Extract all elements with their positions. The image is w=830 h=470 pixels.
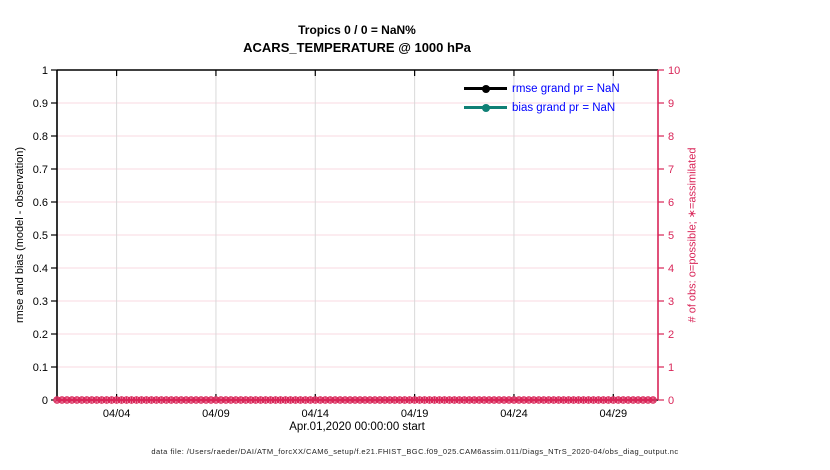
- y-left-tick-label: 0.3: [33, 296, 48, 308]
- x-tick-labels: 04/04 04/09 04/14 04/19 04/24 04/29: [103, 408, 627, 420]
- y-left-tick-label: 0.6: [33, 197, 48, 209]
- y-right-tick-label: 4: [668, 263, 674, 275]
- x-tick-label: 04/09: [202, 408, 230, 420]
- legend-label: rmse grand pr = NaN: [512, 82, 620, 95]
- legend-line-sample: [464, 84, 507, 93]
- y-right-tick-label: 2: [668, 329, 674, 341]
- legend: rmse grand pr = NaN bias grand pr = NaN: [464, 79, 620, 117]
- y-right-tick-label: 6: [668, 197, 674, 209]
- y-right-tick-label: 9: [668, 98, 674, 110]
- y-axis-label-right: # of obs: o=possible; ∗=assimilated: [686, 147, 699, 323]
- y-right-tick-label: 0: [668, 395, 674, 407]
- y-left-tick-label: 0.4: [33, 263, 48, 275]
- legend-marker-icon: [481, 103, 490, 112]
- x-tick-label: 04/14: [302, 408, 330, 420]
- y-left-tick-label: 1: [42, 65, 48, 77]
- y-left-tick-label: 0.9: [33, 98, 48, 110]
- legend-marker-icon: [481, 84, 490, 93]
- chart-suptitle: Tropics 0 / 0 = NaN%: [298, 23, 416, 37]
- legend-line-sample: [464, 103, 507, 112]
- y-right-tick-label: 3: [668, 296, 674, 308]
- legend-item-rmse: rmse grand pr = NaN: [464, 79, 620, 98]
- x-axis-label: Apr.01,2020 00:00:00 start: [289, 421, 425, 433]
- x-tick-label: 04/29: [600, 408, 628, 420]
- y-axis-label-left: rmse and bias (model - observation): [14, 146, 26, 324]
- legend-item-bias: bias grand pr = NaN: [464, 98, 620, 117]
- y-left-tick-label: 0.1: [33, 362, 48, 374]
- data-file-note: data file: /Users/raeder/DAI/ATM_forcXX/…: [151, 447, 679, 456]
- y-left-tick-label: 0.7: [33, 164, 48, 176]
- y-right-tick-label: 1: [668, 362, 674, 374]
- y-left-tick-label: 0.8: [33, 131, 48, 143]
- y-right-tick-label: 8: [668, 131, 674, 143]
- assimilated-obs-markers: [53, 396, 657, 404]
- y-left-tick-labels: 0 0.1 0.2 0.3 0.4 0.5 0.6 0.7 0.8 0.9 1: [33, 65, 48, 407]
- y-left-tick-label: 0: [42, 395, 48, 407]
- y-right-tick-label: 5: [668, 230, 674, 242]
- y-right-tick-label: 10: [668, 65, 680, 77]
- chart-title: ACARS_TEMPERATURE @ 1000 hPa: [243, 40, 471, 55]
- v-gridlines: [116, 70, 614, 400]
- y-left-tick-label: 0.5: [33, 230, 48, 242]
- tick-marks: [51, 69, 664, 401]
- x-tick-label: 04/19: [401, 408, 429, 420]
- y-right-tick-labels: 0 1 2 3 4 5 6 7 8 9 10: [668, 65, 680, 407]
- legend-label: bias grand pr = NaN: [512, 101, 616, 114]
- h-gridlines: [57, 69, 658, 401]
- y-right-tick-label: 7: [668, 164, 674, 176]
- x-tick-label: 04/24: [500, 408, 528, 420]
- y-left-tick-label: 0.2: [33, 329, 48, 341]
- x-tick-label: 04/04: [103, 408, 131, 420]
